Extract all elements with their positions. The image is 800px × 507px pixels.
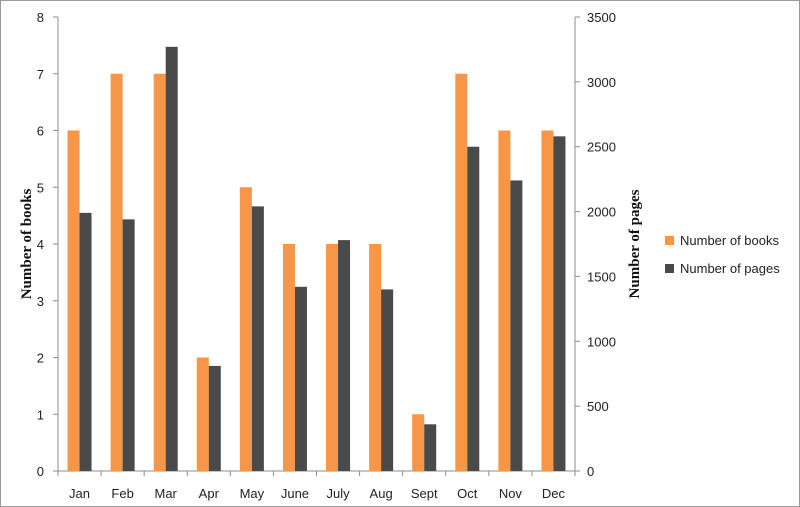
bar-books-oct [455, 73, 468, 471]
y-left-tick-label: 1 [37, 407, 44, 422]
bar-pages-aug [381, 289, 394, 471]
bar-books-dec [541, 130, 554, 471]
x-tick-label: Jan [69, 486, 90, 501]
legend-label-books: Number of books [680, 233, 779, 248]
bar-pages-june [294, 286, 307, 471]
x-tick-label: Sept [411, 486, 438, 501]
bar-pages-jan [79, 212, 92, 471]
bar-pages-apr [208, 365, 221, 471]
bar-books-jan [67, 130, 80, 471]
y-left-tick-label: 6 [37, 124, 44, 139]
x-tick-label: Apr [199, 486, 220, 501]
y-left-tick-label: 0 [37, 464, 44, 479]
legend-swatch-pages [665, 264, 674, 273]
x-tick-label: Mar [155, 486, 178, 501]
bar-books-aug [369, 244, 382, 471]
bar-books-may [239, 187, 252, 471]
bar-pages-nov [510, 180, 523, 471]
y-left-tick-label: 2 [37, 351, 44, 366]
bar-books-mar [153, 73, 166, 471]
legend-label-pages: Number of pages [680, 261, 780, 276]
bar-pages-may [251, 206, 264, 471]
y-axis-left-title: Number of books [19, 189, 35, 300]
y-left-tick-label: 8 [37, 10, 44, 25]
y-left-tick-label: 5 [37, 180, 44, 195]
bar-pages-mar [165, 46, 178, 471]
y-right-tick-label: 1500 [587, 269, 616, 284]
x-tick-label: June [281, 486, 309, 501]
bar-pages-sept [424, 424, 437, 471]
bar-books-july [326, 244, 339, 471]
y-right-tick-label: 2500 [587, 140, 616, 155]
y-axis-right-title: Number of pages [627, 189, 643, 298]
y-right-tick-label: 0 [587, 464, 594, 479]
x-tick-label: May [240, 486, 265, 501]
y-left-tick-label: 4 [37, 237, 44, 252]
y-right-tick-label: 3000 [587, 75, 616, 90]
x-tick-label: Oct [457, 486, 478, 501]
bar-books-june [282, 244, 295, 471]
y-right-tick-label: 2000 [587, 205, 616, 220]
bar-pages-oct [467, 146, 480, 471]
x-tick-label: Nov [499, 486, 523, 501]
y-right-tick-label: 1000 [587, 334, 616, 349]
x-tick-label: July [326, 486, 350, 501]
bar-books-sept [412, 414, 425, 471]
y-right-tick-label: 3500 [587, 10, 616, 25]
y-right-tick-label: 500 [587, 399, 609, 414]
bar-books-feb [110, 73, 123, 471]
legend-swatch-books [665, 236, 674, 245]
y-left-tick-label: 3 [37, 294, 44, 309]
y-left-tick-label: 7 [37, 67, 44, 82]
bar-pages-dec [553, 136, 566, 471]
bar-books-nov [498, 130, 511, 471]
bar-pages-feb [122, 219, 135, 471]
bar-books-apr [196, 357, 209, 471]
x-tick-label: Dec [542, 486, 566, 501]
bar-pages-july [338, 240, 351, 471]
x-tick-label: Feb [111, 486, 133, 501]
x-tick-label: Aug [370, 486, 393, 501]
